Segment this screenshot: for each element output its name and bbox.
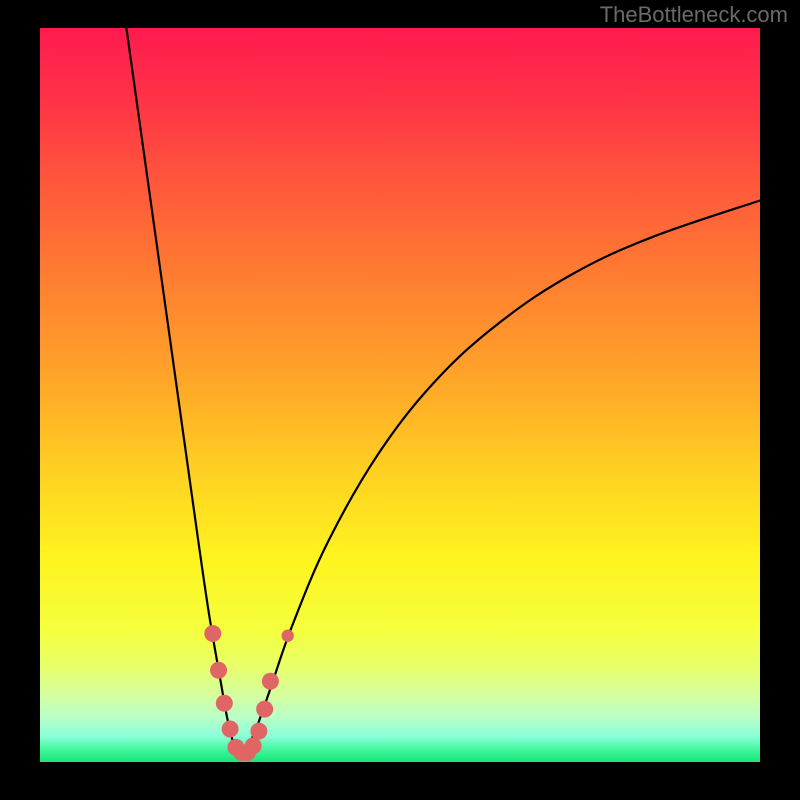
marker-dot <box>216 695 233 712</box>
marker-dot <box>204 625 221 642</box>
marker-dot <box>281 630 293 642</box>
stage: TheBottleneck.com <box>0 0 800 800</box>
marker-dot <box>245 737 262 754</box>
marker-dot <box>256 701 273 718</box>
marker-dot <box>210 662 227 679</box>
marker-dot <box>250 723 267 740</box>
plot-background <box>40 28 760 762</box>
watermark-text: TheBottleneck.com <box>600 2 788 28</box>
marker-dot <box>222 720 239 737</box>
chart-svg <box>0 0 800 800</box>
marker-dot <box>262 673 279 690</box>
